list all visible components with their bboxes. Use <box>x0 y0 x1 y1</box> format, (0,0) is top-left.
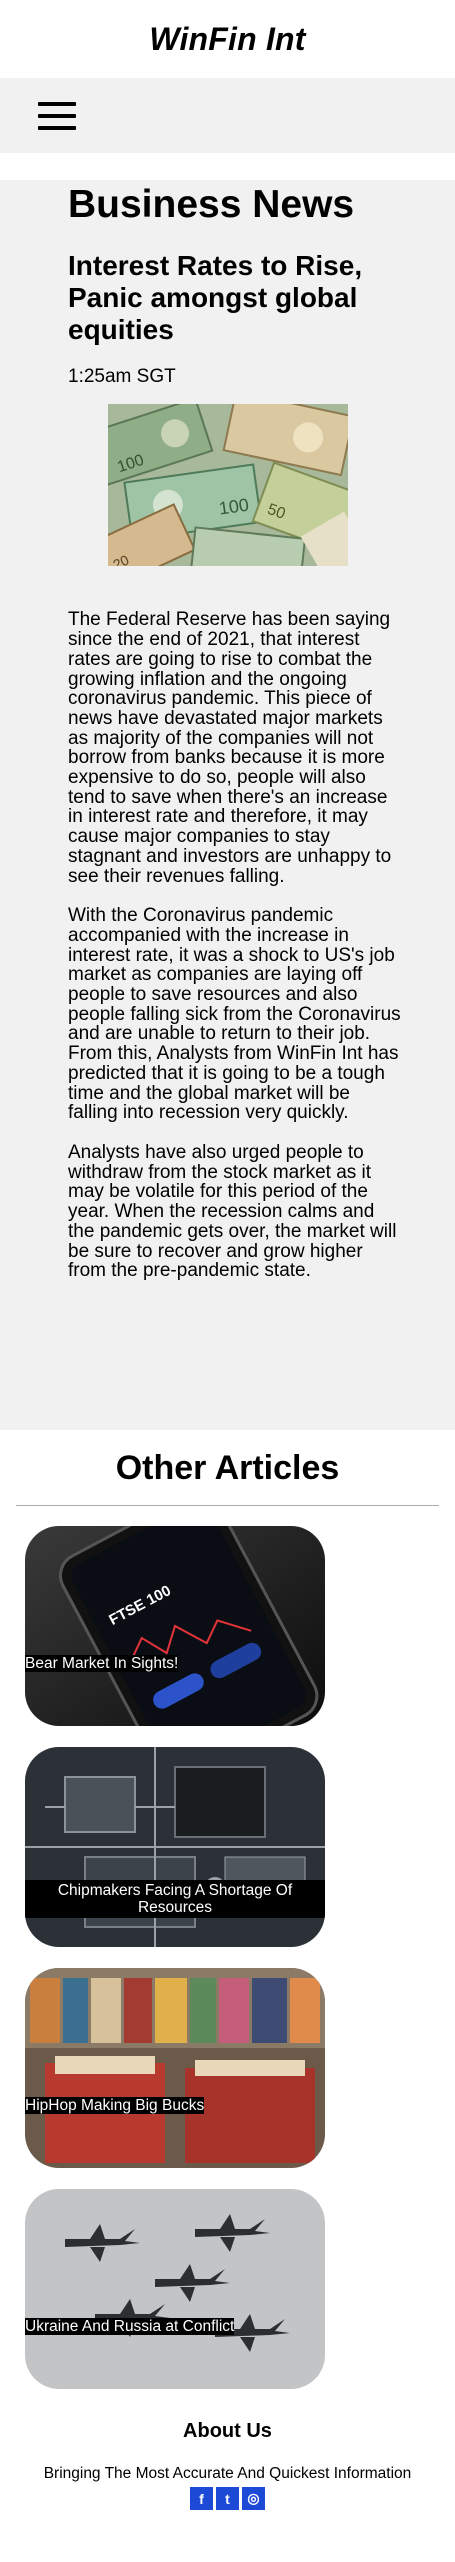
site-title[interactable]: WinFin Int <box>149 20 306 57</box>
navbar <box>0 78 455 153</box>
article: Business News Interest Rates to Rise, Pa… <box>0 180 455 1430</box>
article-card-chipmakers[interactable]: Chipmakers Facing A Shortage Of Resource… <box>25 1747 325 1947</box>
other-articles: Other Articles FTSE 100 Bear Market In S… <box>0 1449 455 2389</box>
section-title: Business News <box>68 183 355 226</box>
hamburger-menu-icon[interactable] <box>38 101 76 130</box>
article-card-bear-market[interactable]: FTSE 100 Bear Market In Sights! <box>25 1526 325 1726</box>
article-card-ukraine-russia[interactable]: Ukraine And Russia at Conflict <box>25 2189 325 2389</box>
article-card-caption: Chipmakers Facing A Shortage Of Resource… <box>25 1880 325 1918</box>
about-tagline: Bringing The Most Accurate And Quickest … <box>43 2465 412 2482</box>
article-card-hiphop[interactable]: HipHop Making Big Bucks <box>25 1968 325 2168</box>
site-header: WinFin Int <box>0 0 455 78</box>
twitter-icon[interactable]: t <box>216 2487 239 2510</box>
divider <box>16 1505 439 1506</box>
about-section: About Us Bringing The Most Accurate And … <box>0 2420 455 2510</box>
article-paragraph: The Federal Reserve has been saying sinc… <box>68 609 392 887</box>
other-articles-title: Other Articles <box>115 1449 340 1487</box>
article-card-caption: HipHop Making Big Bucks <box>25 2097 205 2114</box>
article-timestamp: 1:25am SGT <box>68 366 176 388</box>
about-title: About Us <box>183 2420 272 2442</box>
svg-text:100: 100 <box>218 495 251 519</box>
article-body: The Federal Reserve has been saying sinc… <box>68 610 402 1281</box>
hero-image-banknotes: 100 100 50 20 <box>108 404 348 567</box>
article-paragraph: With the Coronavirus pandemic accompanie… <box>68 905 401 1124</box>
instagram-icon[interactable]: ◎ <box>242 2487 265 2510</box>
facebook-icon[interactable]: f <box>190 2487 213 2510</box>
social-links: f t ◎ <box>0 2487 455 2510</box>
article-headline: Interest Rates to Rise, Panic amongst gl… <box>68 249 363 346</box>
article-paragraph: Analysts have also urged people to withd… <box>68 1141 397 1282</box>
article-card-caption: Ukraine And Russia at Conflict <box>25 2318 235 2335</box>
svg-text:50: 50 <box>265 501 288 523</box>
article-card-caption: Bear Market In Sights! <box>25 1655 179 1672</box>
